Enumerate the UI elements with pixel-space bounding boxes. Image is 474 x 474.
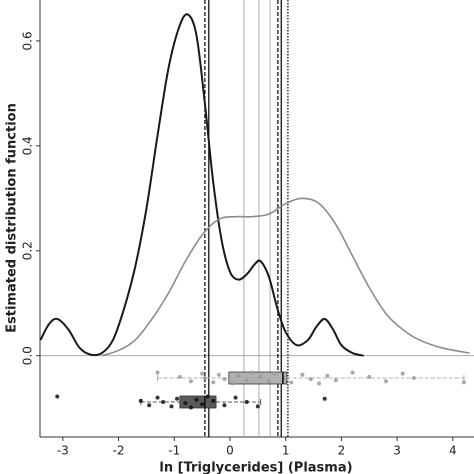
data-point xyxy=(325,373,330,378)
x-tick-label: -1 xyxy=(168,444,180,458)
data-point xyxy=(367,374,372,379)
data-point xyxy=(322,396,327,401)
x-tick-label: 3 xyxy=(393,444,401,458)
data-point xyxy=(169,404,174,409)
x-tick-label: -2 xyxy=(113,444,125,458)
data-point xyxy=(222,377,227,382)
data-point xyxy=(155,395,160,400)
data-point xyxy=(300,372,305,377)
box xyxy=(228,371,288,385)
data-point xyxy=(216,372,221,377)
data-point xyxy=(183,401,188,406)
data-point xyxy=(250,370,255,375)
data-point xyxy=(175,396,180,401)
data-point xyxy=(244,400,249,404)
data-point xyxy=(205,394,210,399)
density-curve xyxy=(39,13,364,357)
y-tick-label: 0.2 xyxy=(21,241,35,260)
x-tick-label: 4 xyxy=(449,444,457,458)
data-point xyxy=(233,395,238,400)
data-point xyxy=(266,379,271,384)
data-point xyxy=(272,371,277,376)
density-curve xyxy=(101,197,470,357)
data-point xyxy=(333,378,338,383)
data-point xyxy=(244,378,249,383)
data-point xyxy=(177,374,182,379)
y-axis-label: Estimated distribution function xyxy=(5,103,20,333)
data-point xyxy=(188,379,193,384)
data-point xyxy=(200,371,205,376)
x-axis-label: ln [Triglycerides] (Plasma) xyxy=(159,461,352,474)
data-point xyxy=(222,403,227,408)
data-point xyxy=(161,400,166,404)
y-tick-label: 0.0 xyxy=(21,346,35,365)
data-point xyxy=(211,398,216,403)
data-point xyxy=(202,376,207,380)
data-point xyxy=(258,374,263,379)
data-point xyxy=(236,373,241,378)
data-point xyxy=(55,394,60,399)
box xyxy=(179,395,217,409)
x-tick-label: -3 xyxy=(57,444,69,458)
data-point xyxy=(200,402,205,407)
data-point xyxy=(255,404,260,409)
data-point xyxy=(289,380,294,385)
y-tick-label: 0.4 xyxy=(21,136,35,155)
data-point xyxy=(211,380,216,385)
data-point xyxy=(317,381,322,386)
data-point xyxy=(383,379,388,384)
data-point xyxy=(350,370,355,375)
data-point xyxy=(283,376,288,380)
data-point xyxy=(461,380,466,385)
data-point xyxy=(147,403,152,408)
y-tick-label: 0.6 xyxy=(21,31,35,50)
x-tick-label: 0 xyxy=(226,444,234,458)
data-point xyxy=(194,397,199,402)
data-point xyxy=(188,405,193,410)
x-tick-label: 1 xyxy=(282,444,290,458)
data-point xyxy=(400,371,405,376)
data-point xyxy=(308,377,313,382)
x-tick-label: 2 xyxy=(338,444,346,458)
data-point xyxy=(411,376,416,380)
data-point xyxy=(155,370,160,375)
data-point xyxy=(230,381,235,386)
data-point xyxy=(138,398,143,403)
